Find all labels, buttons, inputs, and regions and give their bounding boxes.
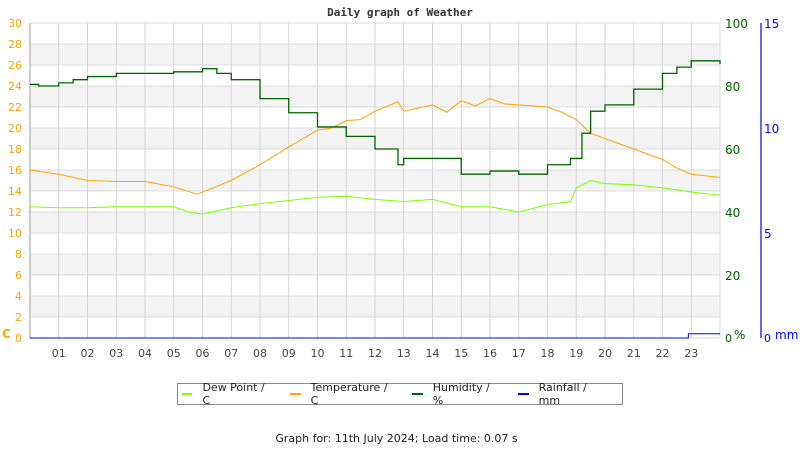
legend-item-temperature: Temperature / C xyxy=(290,381,394,407)
y-rain-tick-label: 15 xyxy=(764,17,779,31)
y-right-tick-label: 0 xyxy=(725,332,732,345)
x-tick-label: 15 xyxy=(454,347,468,360)
y-left-tick-label: 16 xyxy=(8,164,22,177)
footer-info: Graph for: 11th July 2024; Load time: 0.… xyxy=(275,432,518,445)
y-rain-tick-label: 0 xyxy=(764,332,771,345)
y-left-tick-label: 24 xyxy=(8,80,22,93)
x-tick-label: 01 xyxy=(52,347,66,360)
y-left-tick-label: 14 xyxy=(8,185,22,198)
dew-point-swatch xyxy=(182,393,193,395)
y-right-tick-label: 80 xyxy=(725,80,740,94)
y-right-tick-label: 40 xyxy=(725,206,740,220)
x-tick-label: 05 xyxy=(167,347,181,360)
x-tick-label: 23 xyxy=(684,347,698,360)
y-left-tick-label: 0 xyxy=(15,332,22,345)
series-line-temperature xyxy=(29,98,721,195)
series-line-rainfall xyxy=(30,333,720,339)
x-tick-label: 11 xyxy=(339,347,353,360)
y-left-tick-label: 18 xyxy=(8,143,22,156)
x-tick-label: 20 xyxy=(598,347,612,360)
y-left-tick-label: 10 xyxy=(8,227,22,240)
legend-label: Dew Point / C xyxy=(202,381,265,407)
x-tick-label: 21 xyxy=(627,347,641,360)
y-left-tick-label: 8 xyxy=(15,248,22,261)
y-left-tick-label: 6 xyxy=(15,269,22,282)
x-tick-label: 12 xyxy=(368,347,382,360)
humidity-swatch xyxy=(412,393,423,395)
x-tick-label: 17 xyxy=(512,347,526,360)
series-line-dew xyxy=(29,179,721,215)
y-left-tick-label: 26 xyxy=(8,59,22,72)
x-tick-label: 16 xyxy=(483,347,497,360)
x-tick-label: 02 xyxy=(81,347,95,360)
legend: Dew Point / C Temperature / C Humidity /… xyxy=(177,381,623,407)
y-left-tick-label: 20 xyxy=(8,122,22,135)
y-right-tick-label: 100 xyxy=(725,17,748,31)
y-rain-axis-label: mm xyxy=(775,328,798,342)
y-rain-tick-label: 10 xyxy=(764,122,779,136)
legend-label: Temperature / C xyxy=(310,381,388,407)
legend-item-dew-point: Dew Point / C xyxy=(182,381,272,407)
y-left-tick-label: 30 xyxy=(8,17,22,30)
y-left-tick-label: 28 xyxy=(8,38,22,51)
x-tick-label: 13 xyxy=(397,347,411,360)
legend-item-humidity: Humidity / % xyxy=(412,381,500,407)
rainfall-swatch xyxy=(518,393,529,395)
x-tick-label: 14 xyxy=(426,347,440,360)
x-tick-label: 06 xyxy=(196,347,210,360)
temperature-swatch xyxy=(290,393,301,395)
chart-title: Daily graph of Weather xyxy=(327,6,473,19)
y-left-tick-label: 22 xyxy=(8,101,22,114)
y-right-tick-label: 60 xyxy=(725,143,740,157)
y-right-tick-label: 20 xyxy=(725,269,740,283)
weather-chart: 01 02 03 04 05 06 07 08 09 10 11 12 13 14 15 16 17 18 19 20… xyxy=(2,17,798,360)
y-left-tick-label: 12 xyxy=(8,206,22,219)
legend-label: Humidity / % xyxy=(432,381,490,407)
legend-label: Rainfall / mm xyxy=(538,381,587,407)
x-tick-label: 09 xyxy=(282,347,296,360)
y-left-axis-label: C xyxy=(2,327,11,341)
x-tick-label: 19 xyxy=(569,347,583,360)
series-line-humidity xyxy=(30,60,721,175)
y-right-axis-label: % xyxy=(734,328,745,342)
x-tick-label: 22 xyxy=(656,347,670,360)
x-tick-label: 03 xyxy=(109,347,123,360)
x-tick-label: 18 xyxy=(541,347,555,360)
x-tick-label: 08 xyxy=(253,347,267,360)
legend-item-rainfall: Rainfall / mm xyxy=(518,381,608,407)
x-tick-label: 10 xyxy=(311,347,325,360)
x-tick-label: 04 xyxy=(138,347,152,360)
y-rain-tick-label: 5 xyxy=(764,227,772,241)
y-left-tick-label: 4 xyxy=(15,290,22,303)
y-left-tick-label: 2 xyxy=(15,311,22,324)
x-tick-label: 07 xyxy=(224,347,238,360)
